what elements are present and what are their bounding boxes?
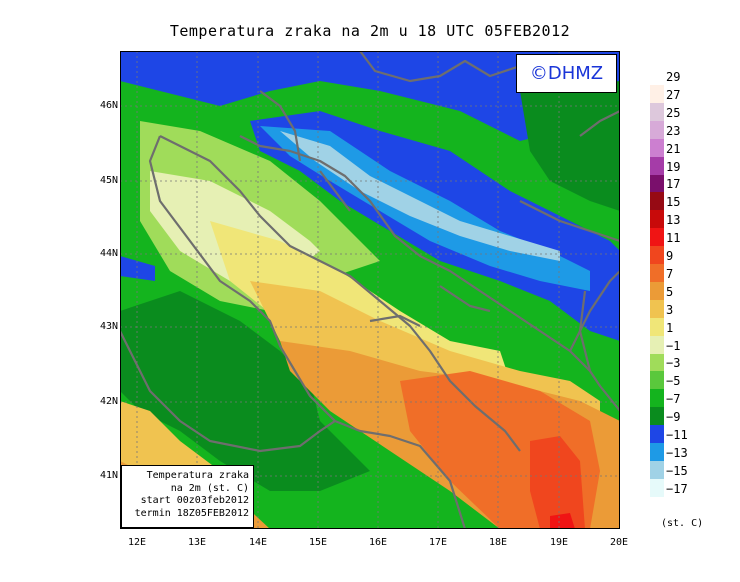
field-west-blue xyxy=(120,256,155,281)
lon-label: 12E xyxy=(127,537,147,548)
field-pale-blue xyxy=(280,131,560,261)
lon-label: 13E xyxy=(187,537,207,548)
lon-label: 15E xyxy=(308,537,328,548)
lat-label: 41N xyxy=(99,470,118,481)
legend-label: −13 xyxy=(666,445,688,460)
legend-swatch xyxy=(650,353,664,372)
legend-label: 19 xyxy=(666,159,681,174)
legend-label: 15 xyxy=(666,195,681,210)
lat-label: 46N xyxy=(99,100,118,111)
legend-swatch xyxy=(650,460,664,480)
info-line-1: Temperatura zraka xyxy=(146,470,249,481)
lon-label: 19E xyxy=(549,537,569,548)
legend-swatch xyxy=(650,335,664,354)
lon-label: 14E xyxy=(248,537,268,548)
lat-label: 45N xyxy=(99,175,118,186)
info-box: Temperatura zraka na 2m (st. C) start 00… xyxy=(121,465,254,528)
lat-label: 43N xyxy=(99,321,118,332)
legend-swatch xyxy=(650,371,664,390)
info-line-4: termin 18Z05FEB2012 xyxy=(134,507,249,519)
legend-label: 29 xyxy=(666,70,681,84)
coastlines xyxy=(120,51,620,529)
legend-swatch xyxy=(650,281,664,301)
legend-label: 1 xyxy=(666,320,674,335)
legend-swatch xyxy=(650,85,664,104)
legend-swatch xyxy=(650,174,664,193)
legend-swatch xyxy=(650,102,664,122)
legend-label: 17 xyxy=(666,177,681,192)
legend-label: −15 xyxy=(666,463,688,478)
legend-label: −1 xyxy=(666,338,681,353)
lon-label: 18E xyxy=(488,537,508,548)
legend-swatch xyxy=(650,120,664,140)
legend-swatch xyxy=(650,228,664,247)
legend-swatch xyxy=(650,425,664,444)
legend-swatch xyxy=(650,192,664,211)
field-red xyxy=(550,513,575,529)
info-line-2: na 2m (st. C) xyxy=(170,482,249,494)
lat-label: 42N xyxy=(99,396,118,407)
legend-swatch xyxy=(650,246,664,265)
legend-label: 5 xyxy=(666,284,674,299)
legend-unit: (st. C) xyxy=(661,518,704,529)
legend-swatch xyxy=(650,389,664,408)
dhmz-logo: ©DHMZ xyxy=(516,54,617,93)
legend-label: −7 xyxy=(666,392,681,407)
legend-label: 23 xyxy=(666,123,681,138)
field-ne-green xyxy=(520,81,620,211)
legend-swatch xyxy=(650,443,664,462)
legend-label: 7 xyxy=(666,266,674,281)
legend-label: −3 xyxy=(666,356,681,371)
legend-label: −11 xyxy=(666,428,688,442)
legend-label: 21 xyxy=(666,141,681,156)
legend-label: 3 xyxy=(666,302,674,317)
lon-label: 17E xyxy=(428,537,448,548)
lat-label: 44N xyxy=(99,248,118,259)
legend-label: 27 xyxy=(666,87,681,102)
legend-swatch xyxy=(650,407,664,426)
legend-label: 11 xyxy=(666,231,681,246)
legend-swatch xyxy=(650,156,664,175)
info-line-3: start 00z03feb2012 xyxy=(140,495,249,506)
legend-swatch xyxy=(650,210,664,229)
map-title: Temperatura zraka na 2m u 18 UTC 05FEB20… xyxy=(169,22,571,40)
temperature-map xyxy=(120,51,620,529)
lon-label: 20E xyxy=(609,537,629,548)
legend-label: 13 xyxy=(666,213,681,228)
legend-swatch xyxy=(650,138,664,158)
legend-label: 9 xyxy=(666,249,674,263)
lon-label: 16E xyxy=(368,537,388,548)
legend-label: 25 xyxy=(666,105,681,120)
legend-label: −9 xyxy=(666,410,681,425)
grid-lines xyxy=(120,51,620,529)
field-yellow xyxy=(210,221,510,381)
map-frame xyxy=(120,51,620,529)
legend-swatch xyxy=(650,317,664,337)
legend-swatch xyxy=(650,478,664,498)
legend-label: −5 xyxy=(666,374,681,389)
legend-swatch xyxy=(650,299,664,319)
field-red-orange xyxy=(530,436,585,529)
legend-swatch xyxy=(650,264,664,283)
legend-label: −17 xyxy=(666,481,688,496)
